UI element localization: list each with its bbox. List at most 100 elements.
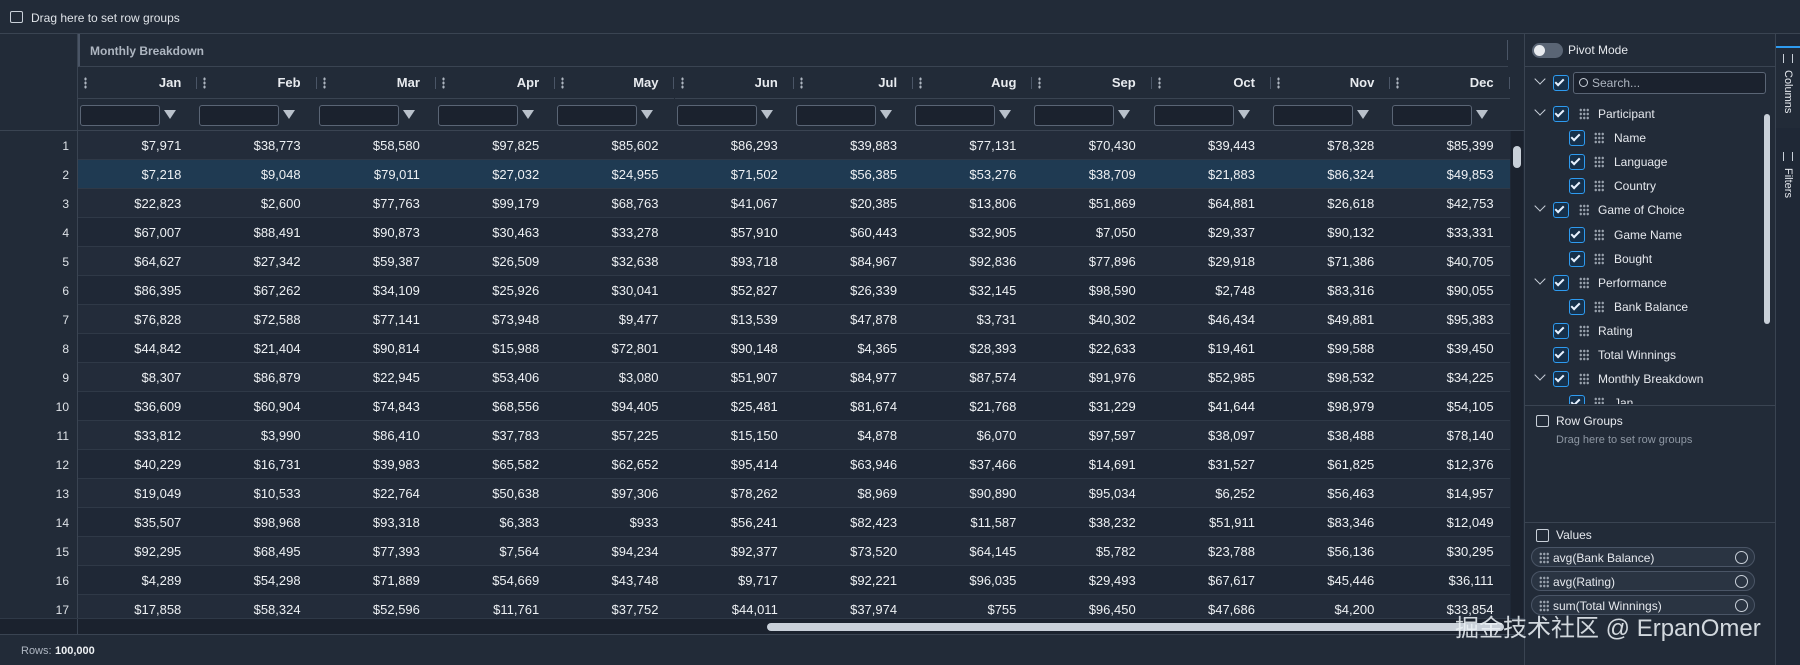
column-header[interactable]: May (555, 67, 675, 99)
floating-filter (913, 99, 1032, 131)
grid-row[interactable]: 16 $4,289 $54,298 $71,889 $54,669 $43,748 $9,7… (0, 566, 1510, 595)
filter-input[interactable] (1034, 105, 1115, 126)
column-label[interactable]: Country (1614, 179, 1657, 194)
column-header[interactable]: Nov (1271, 67, 1391, 99)
column-header[interactable]: Jun (674, 67, 794, 99)
value-pill[interactable]: avg(Rating) (1531, 571, 1755, 591)
filter-input[interactable] (676, 105, 757, 126)
column-label[interactable]: Jan (1614, 396, 1634, 404)
filter-icon[interactable] (760, 110, 773, 120)
column-label[interactable]: Bought (1614, 251, 1653, 266)
column-header[interactable]: Apr (435, 67, 556, 99)
filter-icon[interactable] (879, 110, 892, 120)
expand-chevron[interactable] (1534, 200, 1546, 213)
expand-chevron[interactable] (1534, 369, 1546, 381)
column-header[interactable]: Oct (1151, 67, 1271, 99)
column-header[interactable]: Sep (1032, 67, 1152, 99)
filter-icon[interactable] (1357, 110, 1369, 120)
checkbox[interactable] (1553, 202, 1569, 219)
column-header[interactable]: Aug (913, 67, 1033, 99)
filter-icon[interactable] (521, 110, 534, 120)
remove-icon[interactable] (1735, 599, 1748, 612)
column-header[interactable]: Jan (78, 67, 198, 99)
grid-row[interactable]: 12 $40,229 $16,731 $39,983 $65,582 $62,652 $95… (0, 450, 1510, 479)
expand-chevron[interactable] (1534, 73, 1546, 85)
filter-icon[interactable] (164, 110, 176, 120)
grid-row[interactable]: 3 $22,823 $2,600 $77,763 $99,179 $68,763 $41,0… (0, 189, 1510, 218)
grid-row[interactable]: 2 $7,218 $9,048 $79,011 $27,032 $24,955 $71,50… (0, 160, 1510, 189)
filter-icon[interactable] (402, 110, 415, 120)
side-tab[interactable]: Columns (1776, 46, 1800, 128)
grid-row[interactable]: 17 $17,858 $58,324 $52,596 $11,761 $37,752 $44… (0, 595, 1510, 620)
checkbox[interactable] (1553, 274, 1569, 291)
filter-input[interactable] (795, 105, 876, 126)
column-group-label[interactable]: Performance (1598, 275, 1667, 290)
checkbox[interactable] (1553, 106, 1569, 122)
column-header[interactable]: Jul (793, 67, 914, 99)
column-header[interactable]: Mar (316, 67, 436, 99)
pivot-toggle[interactable] (1532, 43, 1563, 58)
column-label[interactable]: Name (1614, 131, 1647, 146)
grid-row[interactable]: 5 $64,627 $27,342 $59,387 $26,509 $32,638 $93,… (0, 247, 1510, 276)
column-header[interactable]: Feb (197, 67, 317, 99)
column-label[interactable]: Language (1614, 155, 1668, 170)
grid-row[interactable]: 15 $92,295 $68,495 $77,393 $7,564 $94,234 $92,… (0, 537, 1510, 566)
grid-row[interactable]: 7 $76,828 $72,588 $77,141 $73,948 $9,477 $13,5… (0, 305, 1510, 334)
filter-input[interactable] (80, 105, 160, 126)
filter-input[interactable] (1392, 105, 1473, 126)
filter-icon[interactable] (283, 110, 296, 120)
checkbox[interactable] (1553, 347, 1569, 363)
checkbox[interactable] (1569, 298, 1585, 315)
grid-row[interactable]: 9 $8,307 $86,879 $22,945 $53,406 $3,080 $51,90… (0, 363, 1510, 392)
column-group-label[interactable]: Monthly Breakdown (1598, 372, 1704, 387)
filter-input[interactable] (1153, 105, 1234, 126)
filter-icon[interactable] (1237, 110, 1250, 120)
filter-input[interactable] (437, 105, 518, 126)
expand-chevron[interactable] (1534, 104, 1546, 116)
filter-icon[interactable] (1476, 110, 1489, 120)
scroll-thumb[interactable] (767, 623, 1504, 631)
column-header[interactable]: Dec (1390, 67, 1510, 99)
value-pill[interactable]: avg(Bank Balance) (1531, 547, 1755, 567)
remove-icon[interactable] (1735, 575, 1748, 588)
filter-icon[interactable] (1118, 110, 1131, 120)
column-label[interactable]: Bank Balance (1614, 299, 1689, 314)
value-pill[interactable]: sum(Total Winnings) (1531, 595, 1755, 615)
filter-input[interactable] (915, 105, 996, 126)
column-group-label[interactable]: Game of Choice (1598, 203, 1685, 218)
scroll-thumb[interactable] (1513, 146, 1521, 168)
grid-row[interactable]: 1 $7,971 $38,773 $58,580 $97,825 $85,602 $86,2… (0, 131, 1510, 160)
grid-row[interactable]: 6 $86,395 $67,262 $34,109 $25,926 $30,041 $52,… (0, 276, 1510, 305)
checkbox[interactable] (1569, 250, 1585, 267)
column-group-label[interactable]: Rating (1598, 323, 1633, 338)
expand-chevron[interactable] (1534, 273, 1546, 285)
checkbox[interactable] (1553, 322, 1569, 339)
column-label[interactable]: Game Name (1614, 227, 1683, 242)
side-tab[interactable]: Filters (1776, 146, 1800, 216)
grid-row[interactable]: 10 $36,609 $60,904 $74,843 $68,556 $94,405 $25… (0, 392, 1510, 421)
column-group-label[interactable]: Total Winnings (1598, 348, 1677, 362)
checkbox[interactable] (1569, 395, 1585, 404)
checkbox[interactable] (1569, 226, 1585, 243)
column-group-label[interactable]: Participant (1598, 107, 1655, 121)
cell-value: $84,977 (850, 369, 898, 385)
search-input[interactable]: Search... (1573, 72, 1766, 94)
checkbox[interactable] (1569, 154, 1585, 171)
scroll-thumb[interactable] (1764, 114, 1770, 324)
filter-input[interactable] (199, 105, 280, 126)
checkbox[interactable] (1553, 371, 1569, 388)
grid-row[interactable]: 4 $67,007 $88,491 $90,873 $30,463 $33,278 $57,… (0, 218, 1510, 247)
filter-icon[interactable] (999, 110, 1012, 120)
grid-row[interactable]: 14 $35,507 $98,968 $93,318 $6,383 $933 $56,241… (0, 508, 1510, 537)
filter-icon[interactable] (641, 110, 654, 120)
remove-icon[interactable] (1735, 551, 1748, 564)
grid-row[interactable]: 13 $19,049 $10,533 $22,764 $50,638 $97,306 $78… (0, 479, 1510, 508)
grid-row[interactable]: 11 $33,812 $3,990 $86,410 $37,783 $57,225 $15,… (0, 421, 1510, 450)
checkbox[interactable] (1569, 130, 1585, 147)
grid-row[interactable]: 8 $44,842 $21,404 $90,814 $15,988 $72,801 $90,… (0, 334, 1510, 363)
checkbox[interactable] (1569, 178, 1585, 195)
filter-input[interactable] (1273, 105, 1353, 126)
filter-input[interactable] (557, 105, 638, 126)
checkbox[interactable] (1553, 75, 1569, 91)
filter-input[interactable] (318, 105, 399, 126)
